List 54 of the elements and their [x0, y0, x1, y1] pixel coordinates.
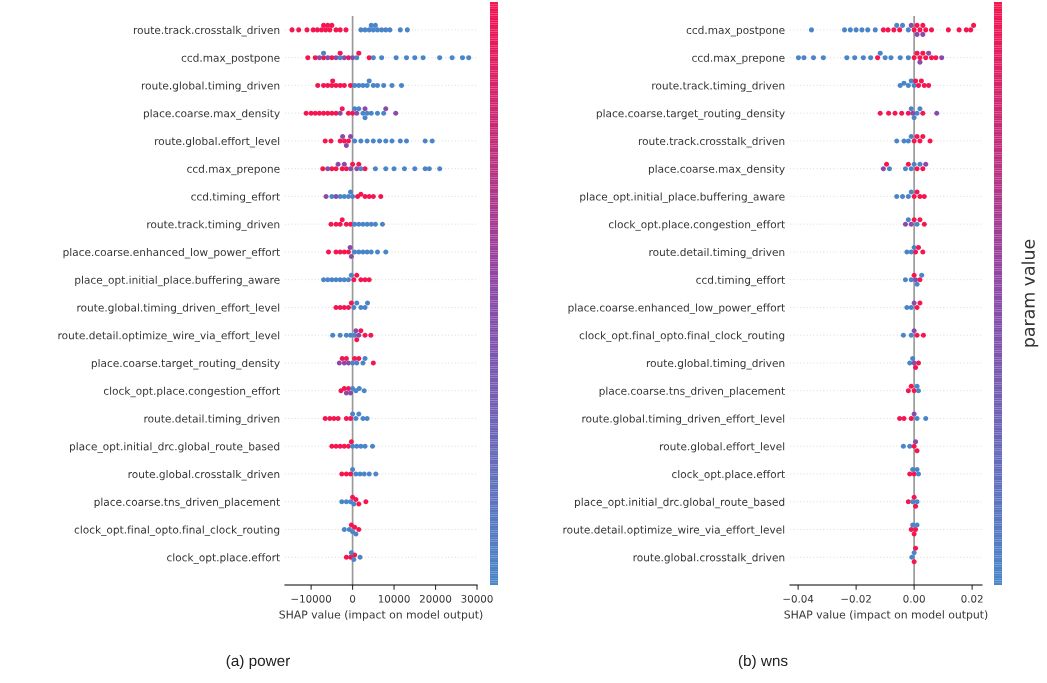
- y-tick-label: place_opt.initial_drc.global_route_based: [70, 442, 280, 453]
- y-tick-label: route.global.timing_driven_effort_level: [77, 303, 280, 314]
- x-tick-label: 0.00: [903, 594, 925, 603]
- y-tick-label: route.detail.optimize_wire_via_effort_level: [58, 331, 280, 342]
- y-tick-label: place.coarse.tns_driven_placement: [599, 386, 785, 398]
- y-tick-label: route.global.crosstalk_driven: [128, 469, 280, 481]
- y-tick-label: route.track.crosstalk_driven: [638, 136, 785, 148]
- y-tick-label: ccd.timing_effort: [191, 192, 280, 203]
- text: (a) power: [226, 654, 291, 670]
- y-tick-label: place_opt.initial_drc.global_route_based: [575, 497, 785, 509]
- y-tick-label: place.coarse.tns_driven_placement: [94, 497, 280, 509]
- y-tick-label: place_opt.initial_place.buffering_aware: [75, 275, 280, 287]
- y-tick-label: place.coarse.max_density: [648, 164, 785, 176]
- y-tick-label: clock_opt.place.effort: [672, 469, 785, 481]
- y-tick-label: clock_opt.final_opto.final_clock_routing: [74, 525, 280, 536]
- y-tick-label: route.track.crosstalk_driven: [133, 25, 280, 37]
- y-tick-label: ccd.max_postpone: [686, 25, 785, 37]
- y-tick-label: place_opt.initial_place.buffering_aware: [580, 192, 785, 203]
- x-tick-label: 30000: [461, 594, 493, 603]
- x-axis-title: SHAP value (impact on model output): [279, 610, 483, 621]
- y-tick-label: place.coarse.target_routing_density: [91, 358, 280, 370]
- y-tick-label: clock_opt.place.effort: [167, 553, 280, 564]
- x-tick-label: 0: [350, 594, 356, 603]
- x-tick-label: −0.04: [783, 594, 814, 603]
- y-tick-label: place.coarse.enhanced_low_power_effort: [568, 303, 785, 314]
- y-tick-label: route.global.timing_driven: [646, 358, 785, 370]
- y-tick-label: route.global.timing_driven_effort_level: [582, 414, 785, 425]
- y-tick-label: route.detail.timing_driven: [144, 414, 280, 425]
- y-tick-label: ccd.max_postpone: [181, 53, 280, 65]
- y-tick-label: ccd.max_prepone: [692, 53, 785, 65]
- y-tick-label: place.coarse.target_routing_density: [596, 109, 785, 120]
- color-bar-title: param value: [1021, 239, 1039, 347]
- y-tick-label: clock_opt.place.congestion_effort: [103, 386, 280, 398]
- y-tick-label: route.detail.optimize_wire_via_effort_level: [563, 525, 785, 536]
- x-tick-label: 10000: [378, 594, 410, 603]
- y-tick-label: route.detail.timing_driven: [649, 247, 785, 259]
- y-tick-label: route.global.effort_level: [660, 442, 785, 453]
- x-tick-label: −10000: [291, 594, 332, 603]
- text: (b) wns: [738, 654, 788, 670]
- x-tick-label: 20000: [419, 594, 452, 603]
- y-tick-label: place.coarse.max_density: [143, 109, 280, 120]
- y-tick-label: route.global.crosstalk_driven: [633, 553, 785, 564]
- x-tick-label: −0.02: [841, 594, 871, 603]
- y-tick-label: place.coarse.enhanced_low_power_effort: [63, 247, 280, 259]
- y-tick-label: clock_opt.place.congestion_effort: [608, 220, 785, 231]
- x-tick-label: 0.02: [961, 594, 983, 603]
- y-tick-label: route.track.timing_driven: [147, 220, 280, 231]
- y-tick-label: clock_opt.final_opto.final_clock_routing: [579, 331, 785, 342]
- y-tick-label: ccd.timing_effort: [696, 275, 785, 287]
- y-tick-label: ccd.max_prepone: [187, 164, 280, 176]
- x-axis-title: SHAP value (impact on model output): [784, 610, 988, 621]
- y-tick-label: route.global.effort_level: [155, 136, 280, 148]
- y-tick-label: route.track.timing_driven: [652, 81, 785, 92]
- y-tick-label: route.global.timing_driven: [141, 81, 280, 92]
